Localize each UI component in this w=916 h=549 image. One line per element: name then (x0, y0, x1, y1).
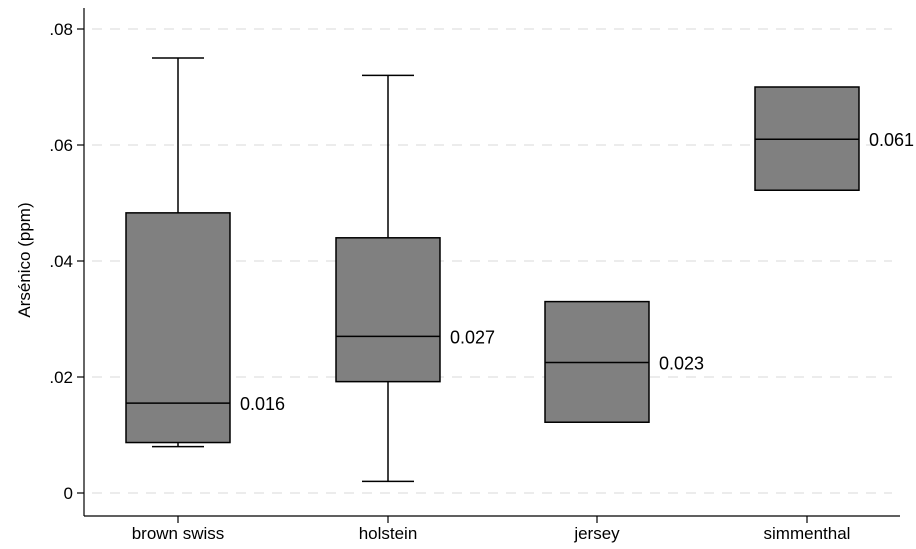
y-tick-label: .08 (49, 20, 73, 39)
boxes: 0.016 0.027 0.023 0.061 (125, 57, 914, 483)
y-tick-label: .02 (49, 368, 73, 387)
box-jersey: 0.023 (544, 300, 704, 423)
x-tick-label: holstein (359, 524, 418, 543)
x-tick-label: brown swiss (132, 524, 225, 543)
median-label: 0.023 (659, 354, 704, 374)
median-label: 0.016 (240, 394, 285, 414)
iqr-box (125, 212, 231, 444)
axes: 0 .02 .04 .06 .08 brown swiss holstein jersey si… (49, 8, 900, 543)
y-tick-label: .04 (49, 252, 73, 271)
iqr-box (335, 237, 441, 383)
y-tick-label: 0 (64, 484, 73, 503)
y-tick-label: .06 (49, 136, 73, 155)
median-label: 0.061 (869, 130, 914, 150)
x-tick-label: simmenthal (764, 524, 851, 543)
box-brown-swiss: 0.016 (125, 57, 285, 448)
y-axis-label: Arsénico (ppm) (15, 202, 34, 317)
x-tick-label: jersey (573, 524, 620, 543)
box-simmenthal: 0.061 (754, 86, 914, 191)
median-label: 0.027 (450, 327, 495, 347)
box-holstein: 0.027 (335, 74, 495, 483)
